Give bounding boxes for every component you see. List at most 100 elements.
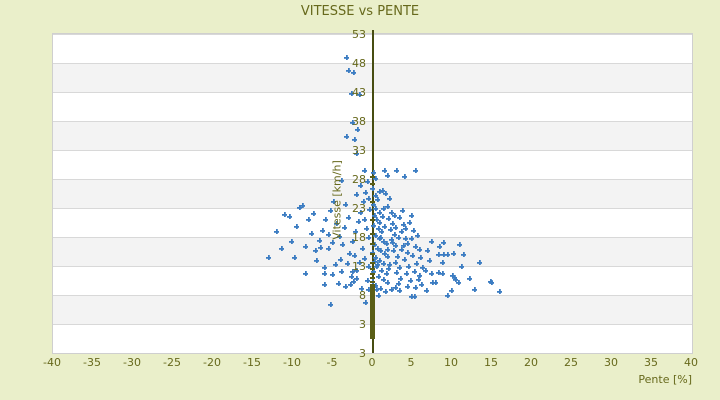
data-point xyxy=(383,289,388,294)
data-point xyxy=(392,213,397,218)
data-point xyxy=(346,68,351,73)
data-point xyxy=(440,260,445,265)
data-point xyxy=(352,137,357,142)
data-point xyxy=(314,258,319,263)
data-point xyxy=(399,247,404,252)
data-point xyxy=(376,293,381,298)
data-point xyxy=(394,168,399,173)
data-point xyxy=(414,261,419,266)
data-point xyxy=(320,228,325,233)
data-point xyxy=(385,173,390,178)
data-point xyxy=(377,210,382,215)
data-point xyxy=(404,271,409,276)
data-point xyxy=(378,248,383,253)
data-point xyxy=(372,259,377,264)
data-point xyxy=(433,280,438,285)
data-point xyxy=(370,333,375,335)
data-point xyxy=(338,257,343,262)
data-point xyxy=(370,335,375,337)
data-point xyxy=(322,271,327,276)
data-point xyxy=(370,300,375,302)
data-point xyxy=(389,287,394,292)
data-point xyxy=(334,221,339,226)
data-point xyxy=(386,266,391,271)
data-point xyxy=(349,91,354,96)
data-point xyxy=(397,265,402,270)
data-point xyxy=(389,210,394,215)
data-point xyxy=(420,265,425,270)
data-point xyxy=(370,328,375,330)
data-point xyxy=(379,268,384,273)
data-point xyxy=(370,176,375,178)
data-point xyxy=(366,196,371,201)
data-point xyxy=(376,226,381,231)
data-point xyxy=(370,337,375,339)
data-point xyxy=(377,220,382,225)
data-point xyxy=(383,191,388,196)
data-point xyxy=(391,248,396,253)
data-point xyxy=(417,247,422,252)
data-point xyxy=(397,288,402,293)
x-tick-label: -25 xyxy=(163,356,181,369)
data-point xyxy=(359,286,364,291)
data-point xyxy=(445,293,450,298)
data-point xyxy=(429,239,434,244)
y-tick-label: 53 xyxy=(352,28,366,41)
data-point xyxy=(436,252,441,257)
data-point xyxy=(399,229,404,234)
plot-area: 53 48 43 38 33 28 23 18 13 8 3 3 xyxy=(52,28,693,360)
data-point xyxy=(419,282,424,287)
data-point xyxy=(382,224,387,229)
data-point xyxy=(357,92,362,97)
data-point xyxy=(497,289,502,294)
data-point xyxy=(387,262,392,267)
data-point xyxy=(356,219,361,224)
data-point xyxy=(330,272,335,277)
data-point xyxy=(362,256,367,261)
x-tick-label: -40 xyxy=(43,356,61,369)
data-point xyxy=(379,229,384,234)
x-tick-label: -30 xyxy=(123,356,141,369)
data-point xyxy=(343,284,348,289)
data-point xyxy=(371,223,376,228)
data-point xyxy=(339,269,344,274)
x-tick-label: 40 xyxy=(684,356,698,369)
data-point xyxy=(396,235,401,240)
data-point xyxy=(274,229,279,234)
data-point xyxy=(292,255,297,260)
data-point xyxy=(397,215,402,220)
data-point xyxy=(282,212,287,217)
data-point xyxy=(326,246,331,251)
data-point xyxy=(472,287,477,292)
data-point xyxy=(358,183,363,188)
data-point xyxy=(337,234,342,239)
data-point xyxy=(370,311,375,313)
data-point xyxy=(401,243,406,248)
data-point xyxy=(343,202,348,207)
data-point xyxy=(322,282,327,287)
data-point xyxy=(367,207,372,212)
data-point xyxy=(358,210,363,215)
data-point xyxy=(373,193,378,198)
data-point xyxy=(380,188,385,193)
data-point xyxy=(370,297,375,299)
data-point xyxy=(373,206,378,211)
data-point xyxy=(407,220,412,225)
data-point xyxy=(441,252,446,257)
data-point xyxy=(371,202,376,207)
data-point xyxy=(381,239,386,244)
data-point xyxy=(370,281,375,283)
data-point xyxy=(413,168,418,173)
data-point xyxy=(373,176,378,181)
data-point xyxy=(313,248,318,253)
data-point xyxy=(405,241,410,246)
data-point xyxy=(333,262,338,267)
x-tick-label: 20 xyxy=(524,356,538,369)
data-point xyxy=(287,214,292,219)
data-point xyxy=(389,237,394,242)
data-point xyxy=(381,206,386,211)
data-point xyxy=(384,271,389,276)
data-point xyxy=(351,70,356,75)
data-point xyxy=(317,238,322,243)
x-tick-label: 30 xyxy=(604,356,618,369)
